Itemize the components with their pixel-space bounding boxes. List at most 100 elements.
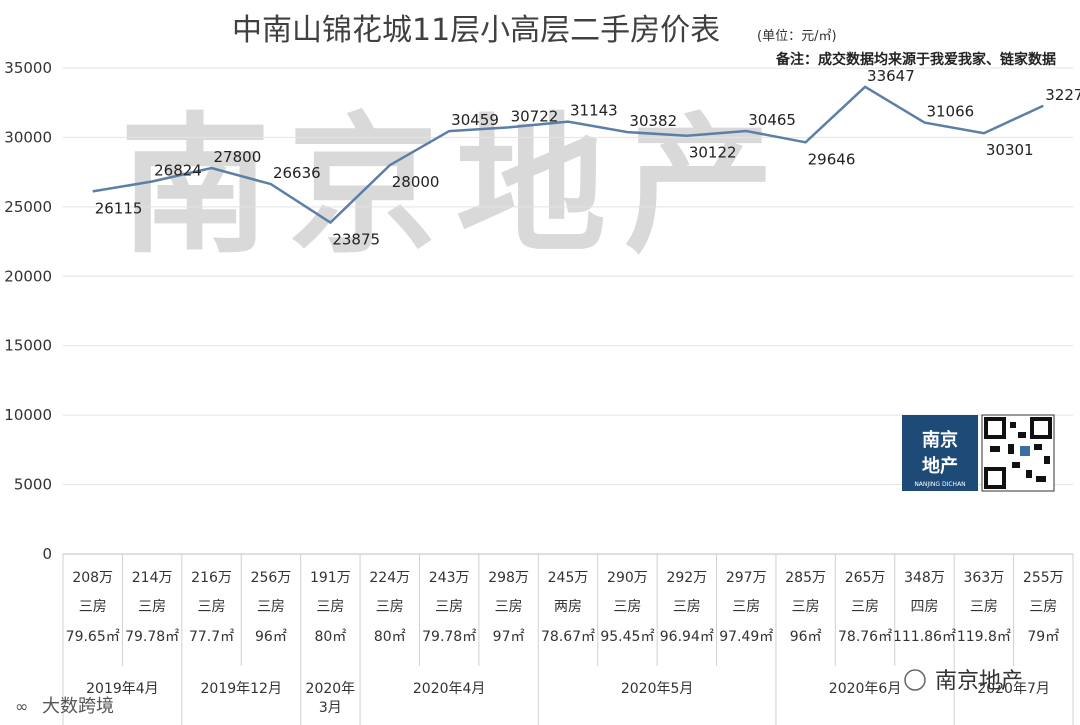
table-cell-areas: 111.86㎡ — [893, 629, 956, 645]
y-tick-label: 20000 — [4, 267, 52, 285]
svg-text:南京: 南京 — [922, 429, 958, 451]
series-line — [92, 85, 1044, 225]
table-cell-areas: 97.49㎡ — [719, 629, 773, 645]
data-label: 26636 — [273, 164, 321, 182]
data-label: 30122 — [689, 144, 737, 162]
table-month-label: 2020年5月 — [621, 681, 694, 697]
table-cell-areas: 119.8㎡ — [957, 629, 1011, 645]
data-label: 30459 — [451, 111, 499, 129]
table-cell-rooms: 三房 — [198, 599, 226, 615]
unit-note: (单位：元/㎡) — [757, 29, 837, 44]
y-tick-label: 35000 — [4, 59, 52, 77]
wechat-icon — [904, 669, 926, 691]
table-cell-areas: 96㎡ — [255, 629, 287, 645]
table-cell-areas: 96.94㎡ — [660, 629, 714, 645]
table-month-label: 3月 — [319, 700, 342, 716]
data-label: 31066 — [926, 103, 974, 121]
data-label: 31143 — [570, 102, 618, 120]
y-tick-label: 25000 — [4, 198, 52, 216]
corner-watermark: ∞ 大数跨境 — [15, 696, 114, 717]
table-cell-areas: 79㎡ — [1027, 629, 1059, 645]
table-month-label: 2020年4月 — [413, 681, 486, 697]
y-tick-label: 15000 — [4, 337, 52, 355]
table-cell-areas: 79.78㎡ — [422, 629, 476, 645]
table-cell-areas: 80㎡ — [314, 629, 346, 645]
data-label: 30301 — [986, 141, 1034, 159]
table-cell-rooms: 三房 — [435, 599, 463, 615]
brand-logo: 南京 地产 NANJING DICHAN — [902, 415, 978, 491]
data-label: 23875 — [332, 230, 380, 248]
table-cell-rooms: 三房 — [1029, 599, 1057, 615]
table-cell-prices: 290万 — [607, 570, 648, 586]
table-cell-areas: 97㎡ — [493, 629, 525, 645]
wechat-watermark: 南京地产 — [904, 669, 1023, 694]
table-cell-areas: 77.7㎡ — [189, 629, 234, 645]
y-tick-label: 5000 — [14, 476, 52, 494]
y-tick-label: 30000 — [4, 128, 52, 146]
table-cell-rooms: 三房 — [316, 599, 344, 615]
table-cell-rooms: 三房 — [732, 599, 760, 615]
data-label: 30465 — [748, 111, 796, 129]
table-cell-prices: 256万 — [251, 570, 292, 586]
corner-watermark-text: 大数跨境 — [42, 696, 114, 717]
y-tick-label: 10000 — [4, 406, 52, 424]
table-cell-prices: 298万 — [488, 570, 529, 586]
y-axis-ticks: 0 5000 10000 15000 20000 25000 30000 35000 — [4, 59, 52, 563]
table-cell-prices: 243万 — [429, 570, 470, 586]
table-cell-areas: 79.78㎡ — [125, 629, 179, 645]
table-month-label: 2019年4月 — [86, 681, 159, 697]
corner-icon: ∞ — [15, 697, 28, 716]
data-label: 28000 — [392, 173, 440, 191]
data-label: 29646 — [808, 150, 856, 168]
table-cell-prices: 245万 — [548, 570, 589, 586]
table-cell-areas: 78.76㎡ — [838, 629, 892, 645]
table-cell-rooms: 四房 — [910, 599, 938, 615]
table-cell-prices: 363万 — [964, 570, 1005, 586]
data-label: 33647 — [867, 67, 915, 85]
data-table: 208万 214万 216万 256万 191万 224万 243万 298万 245万 290万… — [62, 554, 1074, 725]
table-cell-prices: 191万 — [310, 570, 351, 586]
wechat-account: 南京地产 — [935, 669, 1023, 694]
table-cell-areas: 80㎡ — [374, 629, 406, 645]
table-month-label: 2019年12月 — [201, 681, 282, 697]
table-cell-prices: 292万 — [666, 570, 707, 586]
data-labels: 26115 26824 27800 26636 23875 28000 30459 30722… — [95, 67, 1080, 249]
data-label: 32279 — [1045, 86, 1080, 104]
table-cell-rooms: 三房 — [138, 599, 166, 615]
table-cell-prices: 297万 — [726, 570, 767, 586]
table-cell-rooms: 三房 — [495, 599, 523, 615]
qr-code — [981, 414, 1055, 492]
grid — [63, 67, 1073, 555]
source-note: 备注：成交数据均来源于我爱我家、链家数据 — [775, 51, 1056, 68]
table-cell-rooms: 三房 — [673, 599, 701, 615]
table-cell-rooms: 两房 — [554, 599, 582, 615]
table-cell-prices: 224万 — [369, 570, 410, 586]
svg-text:地产: 地产 — [922, 455, 958, 477]
y-tick-label: 0 — [42, 545, 52, 563]
data-label: 27800 — [214, 148, 262, 166]
table-cell-areas: 79.65㎡ — [66, 629, 120, 645]
table-month-label: 2020年7月 — [977, 681, 1050, 697]
table-cell-rooms: 三房 — [613, 599, 641, 615]
data-label: 26115 — [95, 199, 143, 217]
table-month-label: 2020年6月 — [829, 681, 902, 697]
table-cell-rooms: 三房 — [257, 599, 285, 615]
table-cell-prices: 285万 — [785, 570, 826, 586]
table-cell-areas: 78.67㎡ — [541, 629, 595, 645]
table-cell-rooms: 三房 — [376, 599, 404, 615]
table-month-label: 2020年 — [306, 681, 356, 697]
table-cell-rooms: 三房 — [851, 599, 879, 615]
table-cell-prices: 348万 — [904, 570, 945, 586]
table-cell-areas: 96㎡ — [790, 629, 822, 645]
table-cell-areas: 95.45㎡ — [600, 629, 654, 645]
chart-title: 中南山锦花城11层小高层二手房价表 — [232, 13, 720, 48]
data-label: 30382 — [629, 112, 677, 130]
table-cell-rooms: 三房 — [79, 599, 107, 615]
table-cell-rooms: 三房 — [792, 599, 820, 615]
data-label: 30722 — [511, 107, 559, 125]
table-cell-prices: 214万 — [132, 570, 173, 586]
table-cell-prices: 216万 — [191, 570, 232, 586]
table-cell-prices: 255万 — [1023, 570, 1064, 586]
table-cell-prices: 208万 — [72, 570, 113, 586]
